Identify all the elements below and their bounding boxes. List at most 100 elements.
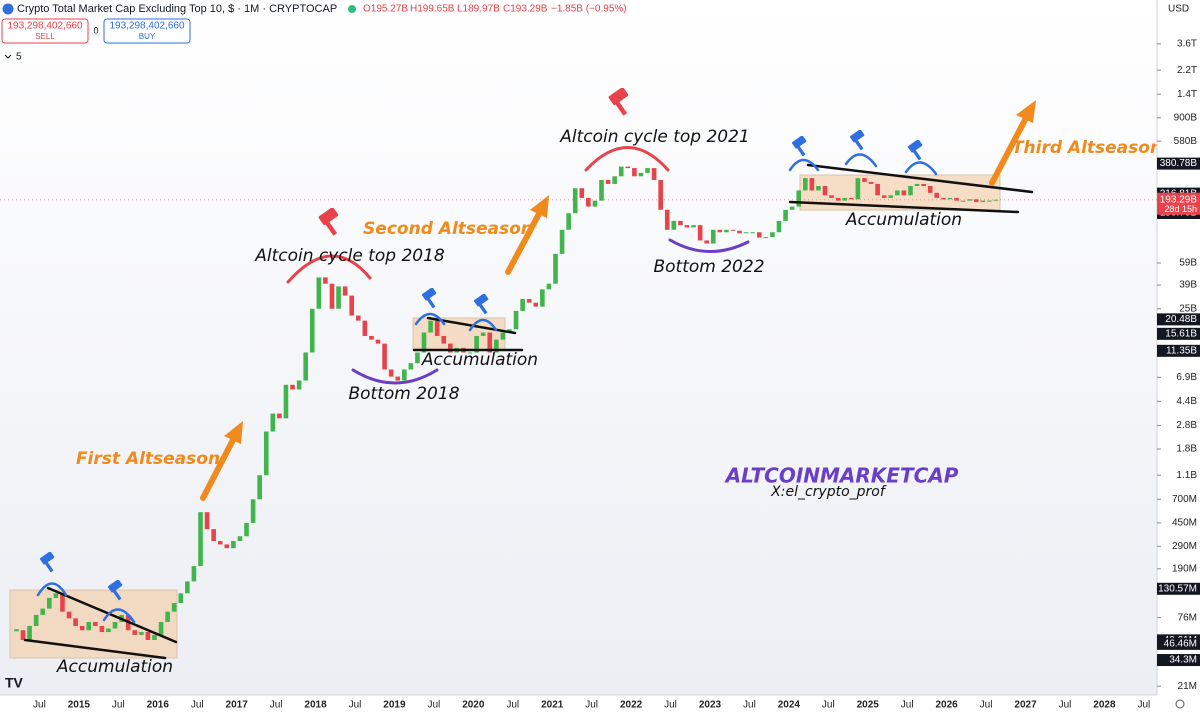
candle-body <box>14 629 19 632</box>
candle-body <box>40 608 46 615</box>
sell-label: SELL <box>35 32 55 41</box>
candle-body <box>802 178 808 191</box>
buy-button[interactable] <box>103 18 191 44</box>
price-label: 11.35B <box>1166 345 1197 356</box>
arrows <box>200 115 1029 501</box>
arrow-head <box>1016 100 1036 123</box>
arrow-head <box>530 195 549 218</box>
y-tick-label: 700M <box>1172 494 1197 505</box>
candle-body <box>112 622 118 629</box>
candle-body <box>612 176 617 184</box>
annotation: Altcoin cycle top 2021 <box>559 127 750 147</box>
candle-body <box>73 618 78 626</box>
candle-body <box>960 200 966 202</box>
candle-body <box>849 197 854 200</box>
candle-body <box>47 597 52 609</box>
price-label: 15.61B <box>1165 328 1197 339</box>
top-arc <box>286 254 372 284</box>
indicator-count: 5 <box>16 52 22 63</box>
candle-body <box>651 168 657 180</box>
tv-logo: TV <box>5 675 24 691</box>
candle-body <box>66 611 72 619</box>
collapse-icon[interactable] <box>4 54 12 59</box>
peak-arc <box>36 582 68 597</box>
candle-body <box>829 195 834 198</box>
price-label-box <box>1157 313 1200 326</box>
candle-body <box>855 178 861 200</box>
y-tick-label: 900B <box>1174 112 1198 123</box>
candle-body <box>244 522 249 537</box>
y-tick-label: 25B <box>1179 303 1197 314</box>
candle-body <box>500 332 506 340</box>
arrow <box>989 115 1029 186</box>
candle-body <box>421 332 427 353</box>
x-tick-label: 2022 <box>620 700 643 711</box>
price-label: 130.57M <box>1158 583 1197 594</box>
candle-body <box>816 186 821 191</box>
annotation: Altcoin cycle top 2018 <box>254 246 445 266</box>
candle-body <box>684 225 690 228</box>
candle-body <box>513 310 519 330</box>
candle-body <box>599 179 604 201</box>
candle-body <box>566 213 571 230</box>
candle-body <box>474 335 479 353</box>
candle-body <box>408 363 414 370</box>
candle-body <box>783 209 788 221</box>
last-price-box <box>1157 192 1200 215</box>
candle-body <box>309 308 315 353</box>
axes: 3.6T 2.2T 1.4T 900B 580B 59B 39B 25B 6.9B 4.4B 2.8… <box>0 39 1200 711</box>
candle-body <box>480 332 486 336</box>
y-tick-label: 450M <box>1172 517 1197 528</box>
candle-body <box>303 352 308 381</box>
candle-body <box>388 369 394 377</box>
candle-body <box>921 183 926 187</box>
candle-body <box>632 168 637 177</box>
price-label: 34.3M <box>1169 655 1197 666</box>
trend-line <box>788 200 1020 214</box>
overlay <box>23 100 1036 660</box>
candle-body <box>165 611 170 623</box>
annotation: Third Altseason <box>1012 138 1162 158</box>
y-tick-label: 4.4B <box>1176 396 1197 407</box>
candle-body <box>796 190 802 207</box>
candle-body <box>428 320 433 333</box>
candle-body <box>914 183 920 187</box>
candle-body <box>204 512 210 530</box>
x-tick-label: 2020 <box>462 700 485 711</box>
x-tick-label: Jul <box>1059 700 1072 711</box>
price-label-box <box>1157 157 1200 170</box>
candle-body <box>743 232 749 234</box>
price-label-box <box>1157 582 1200 595</box>
candle-body <box>592 200 598 207</box>
y-tick-label: 2.2T <box>1177 65 1197 76</box>
candle-body <box>645 168 650 173</box>
x-tick-label: Jul <box>1137 700 1150 711</box>
candle-body <box>79 625 85 631</box>
sell-button[interactable] <box>1 18 89 44</box>
candle-body <box>132 630 138 635</box>
x-tick-label: 2024 <box>778 700 801 711</box>
candle-body <box>152 634 157 640</box>
candle-body <box>296 380 302 390</box>
x-tick-label: 2016 <box>147 700 170 711</box>
trend-line <box>23 638 167 660</box>
candle-body <box>342 286 348 296</box>
candle-body <box>60 593 65 612</box>
y-tick-label: 1.8B <box>1176 444 1197 455</box>
candle-body <box>947 197 953 200</box>
settings-icon[interactable] <box>1175 699 1185 709</box>
candle-body <box>638 172 644 177</box>
arrow-head <box>224 421 243 444</box>
x-tick-label: 2028 <box>1093 700 1116 711</box>
candle-body <box>434 320 440 336</box>
peak-arc <box>844 153 878 168</box>
candle-body <box>881 195 887 198</box>
candle-body <box>724 229 729 233</box>
arrow <box>200 435 237 501</box>
candle-body <box>191 566 197 582</box>
x-tick-label: Jul <box>349 700 362 711</box>
x-tick-label: Jul <box>980 700 993 711</box>
ohlc-close: C193.29B <box>503 4 548 15</box>
candle-body <box>20 630 26 640</box>
symbol-icon <box>2 3 14 15</box>
